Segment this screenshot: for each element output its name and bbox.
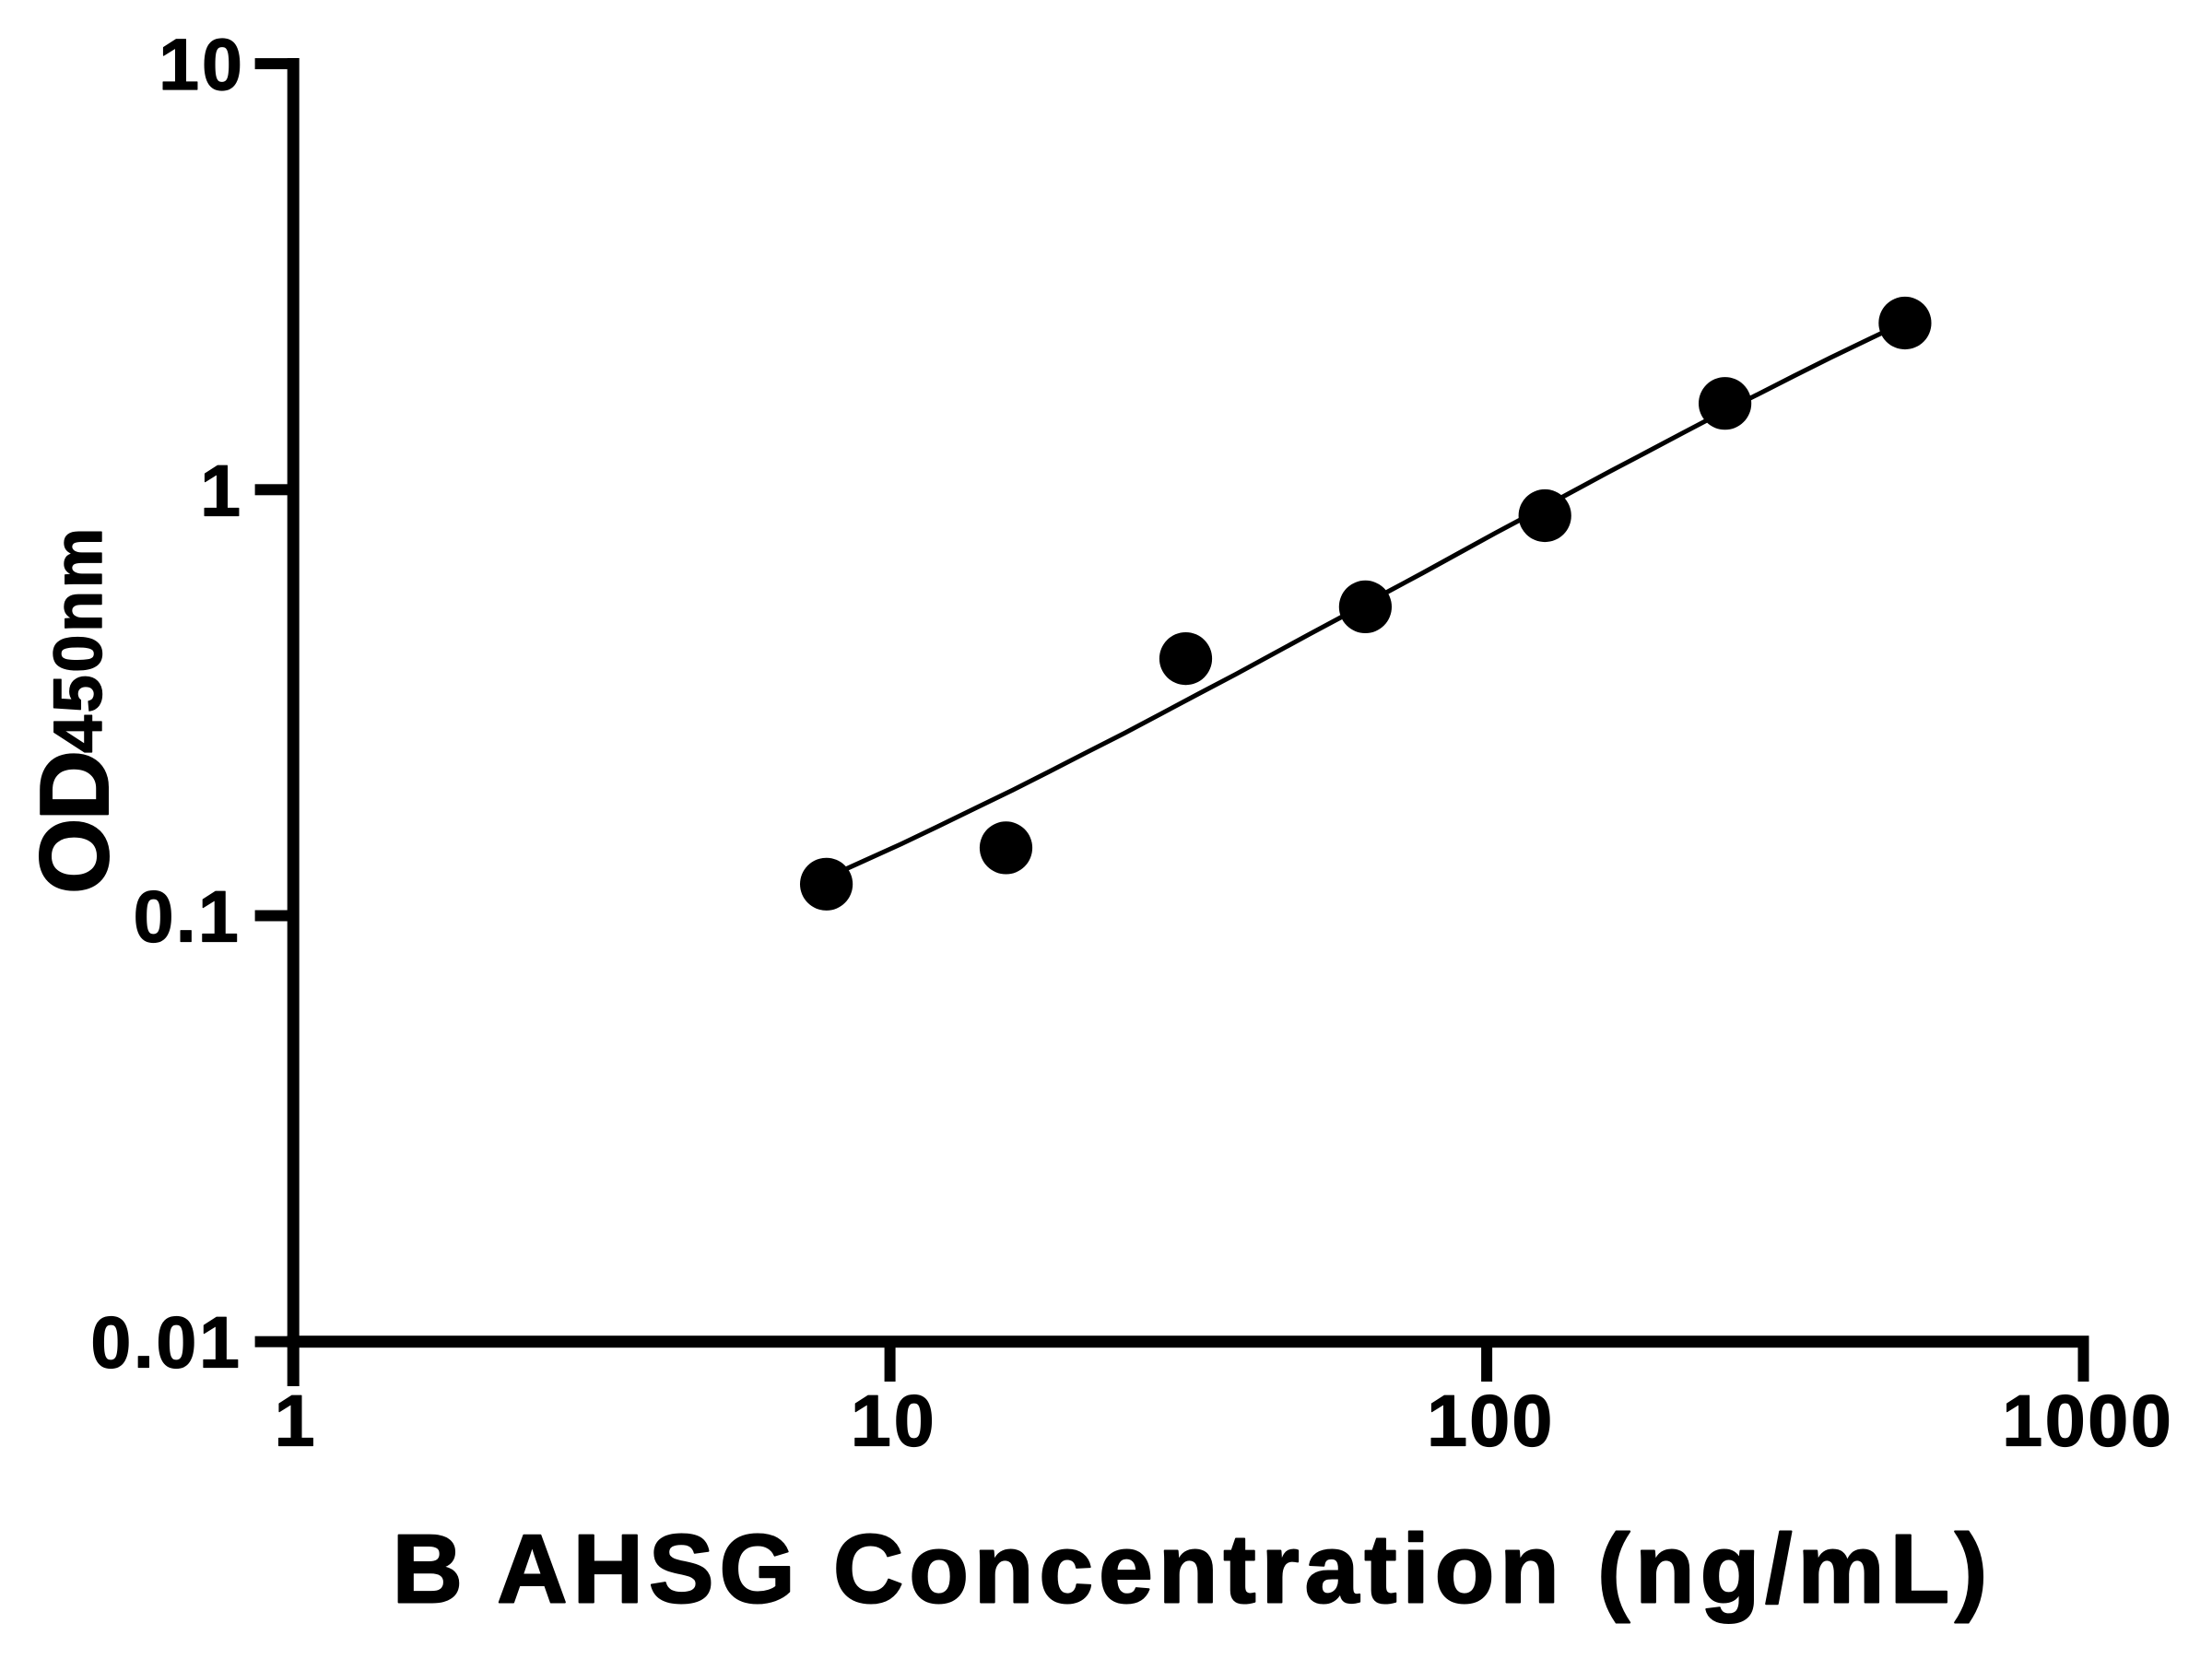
svg-text:1000: 1000 (2002, 1379, 2173, 1461)
svg-text:10: 10 (159, 23, 245, 105)
svg-text:1: 1 (200, 449, 241, 531)
svg-text:B AHSG Concentration (ng/mL): B AHSG Concentration (ng/mL) (392, 1515, 1993, 1624)
svg-text:1: 1 (275, 1379, 315, 1461)
svg-text:0.01: 0.01 (90, 1301, 241, 1383)
svg-text:0.1: 0.1 (134, 876, 241, 958)
svg-text:100: 100 (1427, 1379, 1554, 1461)
svg-text:10: 10 (851, 1379, 937, 1461)
